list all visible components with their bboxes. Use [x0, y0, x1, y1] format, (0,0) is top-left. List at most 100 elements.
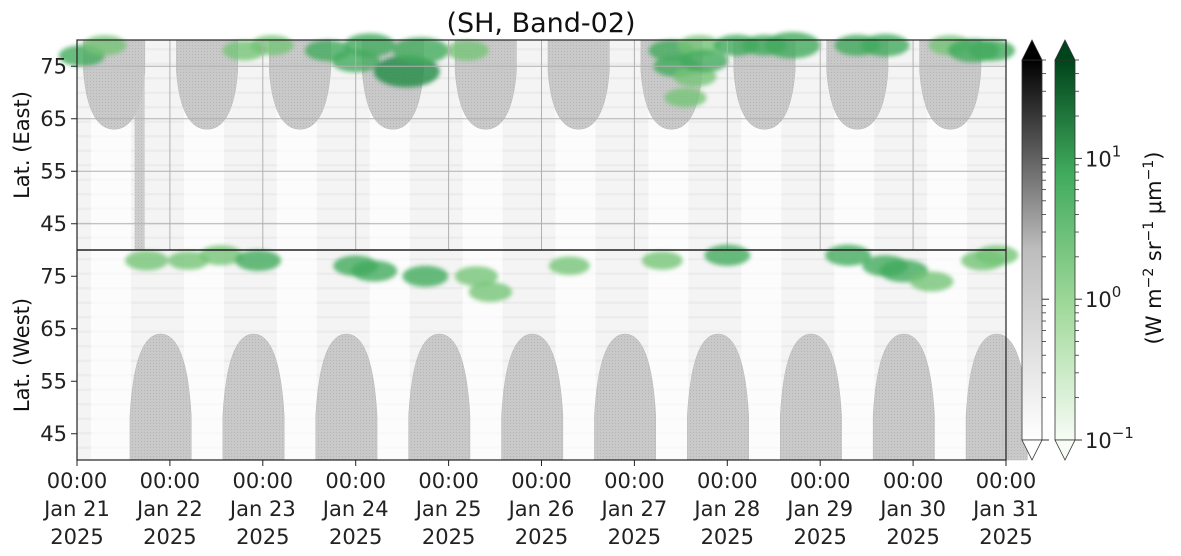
x-tick-date: Jan 26	[507, 497, 575, 521]
x-tick-date: Jan 30	[878, 497, 946, 521]
aurora-patch	[664, 88, 707, 108]
x-tick-date: Jan 23	[228, 497, 296, 521]
colorbars: 10−1 100 101	[1021, 39, 1134, 461]
y-tick-label-east: 55	[40, 159, 67, 183]
night-mask-lobe	[594, 333, 657, 461]
x-tick-date: Jan 28	[692, 497, 760, 521]
colorbar-body	[1054, 59, 1076, 441]
y-tick-label-east: 45	[40, 212, 67, 236]
x-tick-year: 2025	[329, 525, 382, 549]
aurora-patch	[704, 244, 751, 266]
night-mask-lobe	[687, 333, 749, 461]
x-tick-time: 00:00	[790, 469, 851, 493]
x-tick-year: 2025	[701, 525, 754, 549]
colorbar-extend-low	[1021, 439, 1043, 461]
y-tick-label-east: 75	[40, 54, 67, 78]
background-streak	[77, 272, 1006, 275]
x-tick-time: 00:00	[697, 469, 758, 493]
x-tick-year: 2025	[886, 525, 939, 549]
ylabel-east: Lat. (East)	[10, 91, 34, 199]
aurora-patch	[974, 245, 1019, 266]
x-tick-year: 2025	[979, 525, 1032, 549]
aurora-patch	[83, 35, 127, 56]
aurora-patch	[235, 249, 282, 272]
x-tick-time: 00:00	[47, 469, 108, 493]
x-tick-date: Jan 31	[971, 497, 1039, 521]
night-mask-lobe	[408, 333, 471, 461]
night-mask-lobe	[780, 333, 842, 461]
x-tick-time: 00:00	[604, 469, 665, 493]
aurora-patch	[344, 33, 396, 58]
aurora-patch	[454, 266, 499, 287]
colorbar-body	[1021, 59, 1043, 441]
daylight-band	[91, 250, 131, 460]
colorbar-tick-label: 10−1	[1085, 424, 1134, 453]
y-tick-label-west: 55	[40, 369, 67, 393]
x-tick-time: 00:00	[511, 469, 572, 493]
background-streak	[77, 316, 1006, 319]
night-mask-lobe	[315, 333, 378, 461]
y-tick-label-west: 75	[40, 264, 67, 288]
x-tick-year: 2025	[793, 525, 846, 549]
x-tick-time: 00:00	[325, 469, 386, 493]
x-tick-time: 00:00	[233, 469, 294, 493]
night-mask-lobe	[547, 39, 610, 130]
aurora-patch	[641, 251, 683, 270]
background-streak	[77, 287, 1006, 290]
gray-colorbar	[1021, 39, 1043, 461]
aurora-patch	[124, 250, 169, 271]
night-mask-lobe	[269, 39, 331, 130]
colorbar-tick-label: 100	[1085, 283, 1121, 312]
aurora-patch	[250, 35, 294, 56]
ylabel-west: Lat. (West)	[10, 298, 34, 412]
aurora-patch	[468, 282, 513, 302]
night-mask-lobe	[826, 39, 889, 130]
x-tick-time: 00:00	[418, 469, 479, 493]
y-tick-label-east: 65	[40, 107, 67, 131]
aurora-patch	[392, 37, 449, 64]
aurora-patch	[167, 251, 209, 270]
night-mask-lobe	[222, 333, 285, 461]
x-tick-date: Jan 25	[414, 497, 482, 521]
x-axis-ticks: 00:00 Jan 21 2025 00:00 Jan 22 2025 00:00 Jan 2…	[42, 460, 1039, 549]
x-tick-year: 2025	[515, 525, 568, 549]
aurora-patch	[402, 265, 449, 287]
x-tick-date: Jan 24	[321, 497, 389, 521]
x-tick-year: 2025	[143, 525, 196, 549]
night-mask-lobe	[919, 39, 982, 130]
aurora-patch	[679, 49, 729, 73]
x-tick-year: 2025	[422, 525, 475, 549]
colorbar-extend-low	[1054, 439, 1076, 461]
aurora-patch	[969, 39, 1016, 62]
colorbar-extend-high	[1021, 39, 1043, 61]
night-mask-lobe	[176, 39, 238, 130]
x-tick-time: 00:00	[976, 469, 1037, 493]
chart-title: (SH, Band-02)	[446, 8, 635, 39]
y-tick-label-west: 65	[40, 317, 67, 341]
plot-west-panel	[76, 39, 1028, 461]
y-tick-label-west: 45	[40, 422, 67, 446]
night-mask-lobe	[501, 333, 564, 461]
aurora-patch	[909, 271, 954, 292]
x-tick-date: Jan 22	[135, 497, 203, 521]
x-tick-date: Jan 27	[600, 497, 668, 521]
x-tick-date: Jan 21	[42, 497, 110, 521]
aurora-patch	[764, 32, 821, 59]
background-streak	[77, 258, 1006, 261]
x-tick-year: 2025	[236, 525, 289, 549]
x-tick-time: 00:00	[140, 469, 201, 493]
night-mask-lobe	[129, 333, 192, 461]
x-tick-time: 00:00	[883, 469, 944, 493]
background-streak	[77, 330, 1006, 333]
green-colorbar	[1054, 39, 1076, 461]
background-streak	[77, 301, 1006, 304]
x-tick-year: 2025	[50, 525, 103, 549]
colorbar-extend-high	[1054, 39, 1076, 61]
y-axis-ticks: 45 55 65 75 75 65 55 45	[40, 54, 77, 446]
colorbar-label: (W m−2 sr−1 μm−1)	[1141, 152, 1166, 345]
x-tick-date: Jan 29	[785, 497, 853, 521]
aurora-patch	[445, 40, 489, 61]
night-mask-lobe	[454, 39, 517, 130]
aurora-patch	[351, 260, 398, 282]
